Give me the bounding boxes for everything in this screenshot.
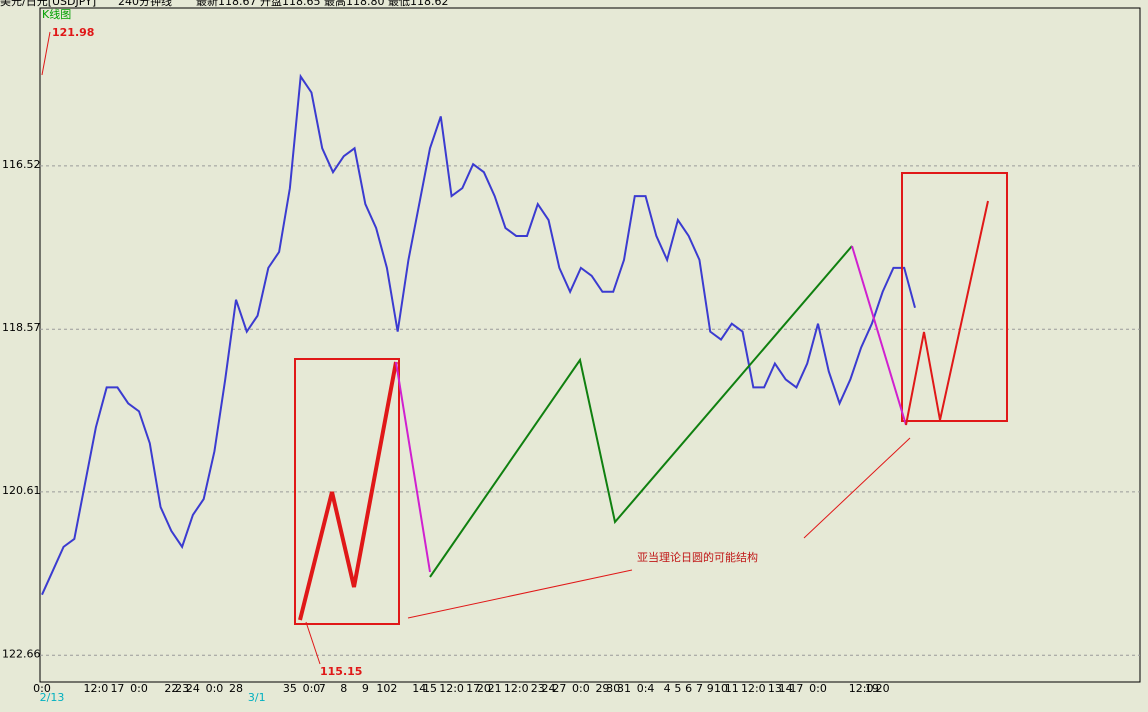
date-label: 2/13	[40, 691, 65, 704]
plot-frame	[39, 7, 1141, 683]
x-tick-label: 15	[423, 682, 437, 695]
x-tick-label: 0:0	[130, 682, 148, 695]
x-tick-label: 20	[876, 682, 890, 695]
x-tick-label: 27	[552, 682, 566, 695]
x-tick-label: 20	[477, 682, 491, 695]
x-tick-label: 12:0	[504, 682, 529, 695]
x-tick-label: 0:0	[206, 682, 224, 695]
x-tick-label: 31	[617, 682, 631, 695]
panel-label: K线图	[42, 7, 71, 21]
x-tick-label: 35	[283, 682, 297, 695]
x-tick-label: 5	[674, 682, 681, 695]
x-tick-label: 12:0	[849, 682, 874, 695]
x-tick-label: 11	[725, 682, 739, 695]
pointer	[41, 31, 51, 76]
zigzag	[851, 245, 907, 426]
zigzag	[905, 200, 989, 426]
x-tick-label: 17	[789, 682, 803, 695]
x-tick-label: 12:0	[84, 682, 109, 695]
y-tick-label: 118.57	[2, 321, 41, 334]
x-tick-label: 30	[606, 682, 620, 695]
x-tick-label: 10	[714, 682, 728, 695]
x-tick-label: 24	[186, 682, 200, 695]
x-tick-label: 24	[542, 682, 556, 695]
x-tick-label: 0:0	[303, 682, 321, 695]
x-tick-label: 0:0	[572, 682, 590, 695]
x-tick-label: 12:0	[741, 682, 766, 695]
y-tick-label: 116.52	[2, 158, 41, 171]
zigzag	[395, 361, 431, 573]
x-tick-label: 29	[595, 682, 609, 695]
header-quote: 最新118.67 开盘118.65 最高118.80 最低118.62	[196, 0, 448, 8]
annotation: 115.15	[320, 665, 362, 678]
x-tick-label: 0:0	[809, 682, 827, 695]
x-tick-label: 9	[707, 682, 714, 695]
overlay	[41, 31, 1008, 665]
pointer	[407, 569, 633, 619]
y-tick-label: 120.61	[2, 484, 41, 497]
y-tick-label: 122.66	[2, 647, 41, 660]
zigzag	[298, 361, 398, 621]
x-tick-label: 14	[412, 682, 426, 695]
x-tick-label: 12:0	[439, 682, 464, 695]
x-tick-label: 23	[531, 682, 545, 695]
x-tick-label: 102	[376, 682, 397, 695]
x-tick-label: 0:4	[637, 682, 655, 695]
pointer	[305, 621, 321, 665]
x-tick-label: 4	[664, 682, 671, 695]
box	[294, 358, 400, 625]
header-symbol: 美元/日元[USDJPY]	[0, 0, 96, 8]
x-tick-label: 21	[488, 682, 502, 695]
x-tick-label: 28	[229, 682, 243, 695]
zigzag	[429, 245, 853, 578]
annotation: 121.98	[52, 26, 94, 39]
x-tick-label: 22	[164, 682, 178, 695]
header-period: 240分钟线	[118, 0, 172, 8]
x-tick-label: 0:0	[33, 682, 51, 695]
x-tick-label: 7	[696, 682, 703, 695]
x-tick-label: 7	[319, 682, 326, 695]
date-label: 3/1	[248, 691, 266, 704]
x-tick-label: 17	[466, 682, 480, 695]
x-tick-label: 23	[175, 682, 189, 695]
annotation: 亚当理论日圆的可能结构	[637, 550, 758, 564]
x-tick-label: 9	[362, 682, 369, 695]
x-tick-label: 14	[779, 682, 793, 695]
x-tick-label: 17	[110, 682, 124, 695]
price-line	[41, 73, 916, 596]
pointer	[803, 437, 911, 539]
x-tick-label: 6	[685, 682, 692, 695]
x-tick-label: 8	[340, 682, 347, 695]
box	[901, 172, 1008, 422]
x-tick-label: 19	[865, 682, 879, 695]
x-tick-label: 13	[768, 682, 782, 695]
